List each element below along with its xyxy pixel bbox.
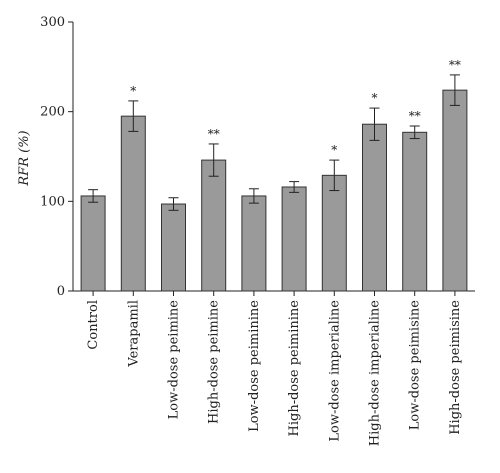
- x-tick-labels: Control Verapamil Low-dose peimine High-dos…: [86, 300, 463, 447]
- significance-marker: **: [449, 58, 461, 72]
- x-tick-label: Low-dose peimisine: [408, 300, 423, 430]
- significance-marker: *: [372, 91, 378, 105]
- significance-markers: *********: [130, 58, 461, 157]
- y-tick-label: 200: [40, 105, 65, 120]
- significance-marker: **: [409, 109, 421, 123]
- significance-marker: **: [208, 127, 220, 141]
- x-tick-label: Low-dose peimine: [167, 300, 182, 420]
- x-tick-label: Verapamil: [126, 300, 141, 368]
- x-tick-label: Low-dose peiminine: [247, 300, 262, 432]
- x-tick-label: High-dose peiminine: [287, 300, 302, 437]
- bar: [362, 123, 387, 292]
- x-ticks: [92, 291, 456, 296]
- y-tick-label: 300: [40, 15, 65, 30]
- bar: [402, 131, 428, 292]
- x-tick-label: High-dose imperialine: [368, 300, 383, 447]
- significance-marker: *: [331, 143, 337, 157]
- x-tick-label: High-dose peimisine: [448, 300, 463, 435]
- x-tick-label: Low-dose imperialine: [327, 300, 342, 442]
- y-ticks: 0 100 200 300: [40, 15, 73, 299]
- bar: [161, 203, 186, 292]
- bar: [281, 186, 307, 292]
- bar: [80, 195, 106, 292]
- bar: [120, 115, 146, 292]
- y-tick-label: 0: [57, 284, 65, 299]
- y-axis-title: RFR (%): [17, 130, 32, 186]
- bar: [201, 159, 227, 292]
- y-tick-label: 100: [40, 194, 65, 209]
- bar: [241, 195, 267, 292]
- x-tick-label: High-dose peimine: [207, 300, 222, 424]
- bar: [442, 89, 468, 292]
- bar: [321, 174, 347, 292]
- significance-marker: *: [130, 84, 136, 98]
- x-tick-label: Control: [86, 300, 101, 350]
